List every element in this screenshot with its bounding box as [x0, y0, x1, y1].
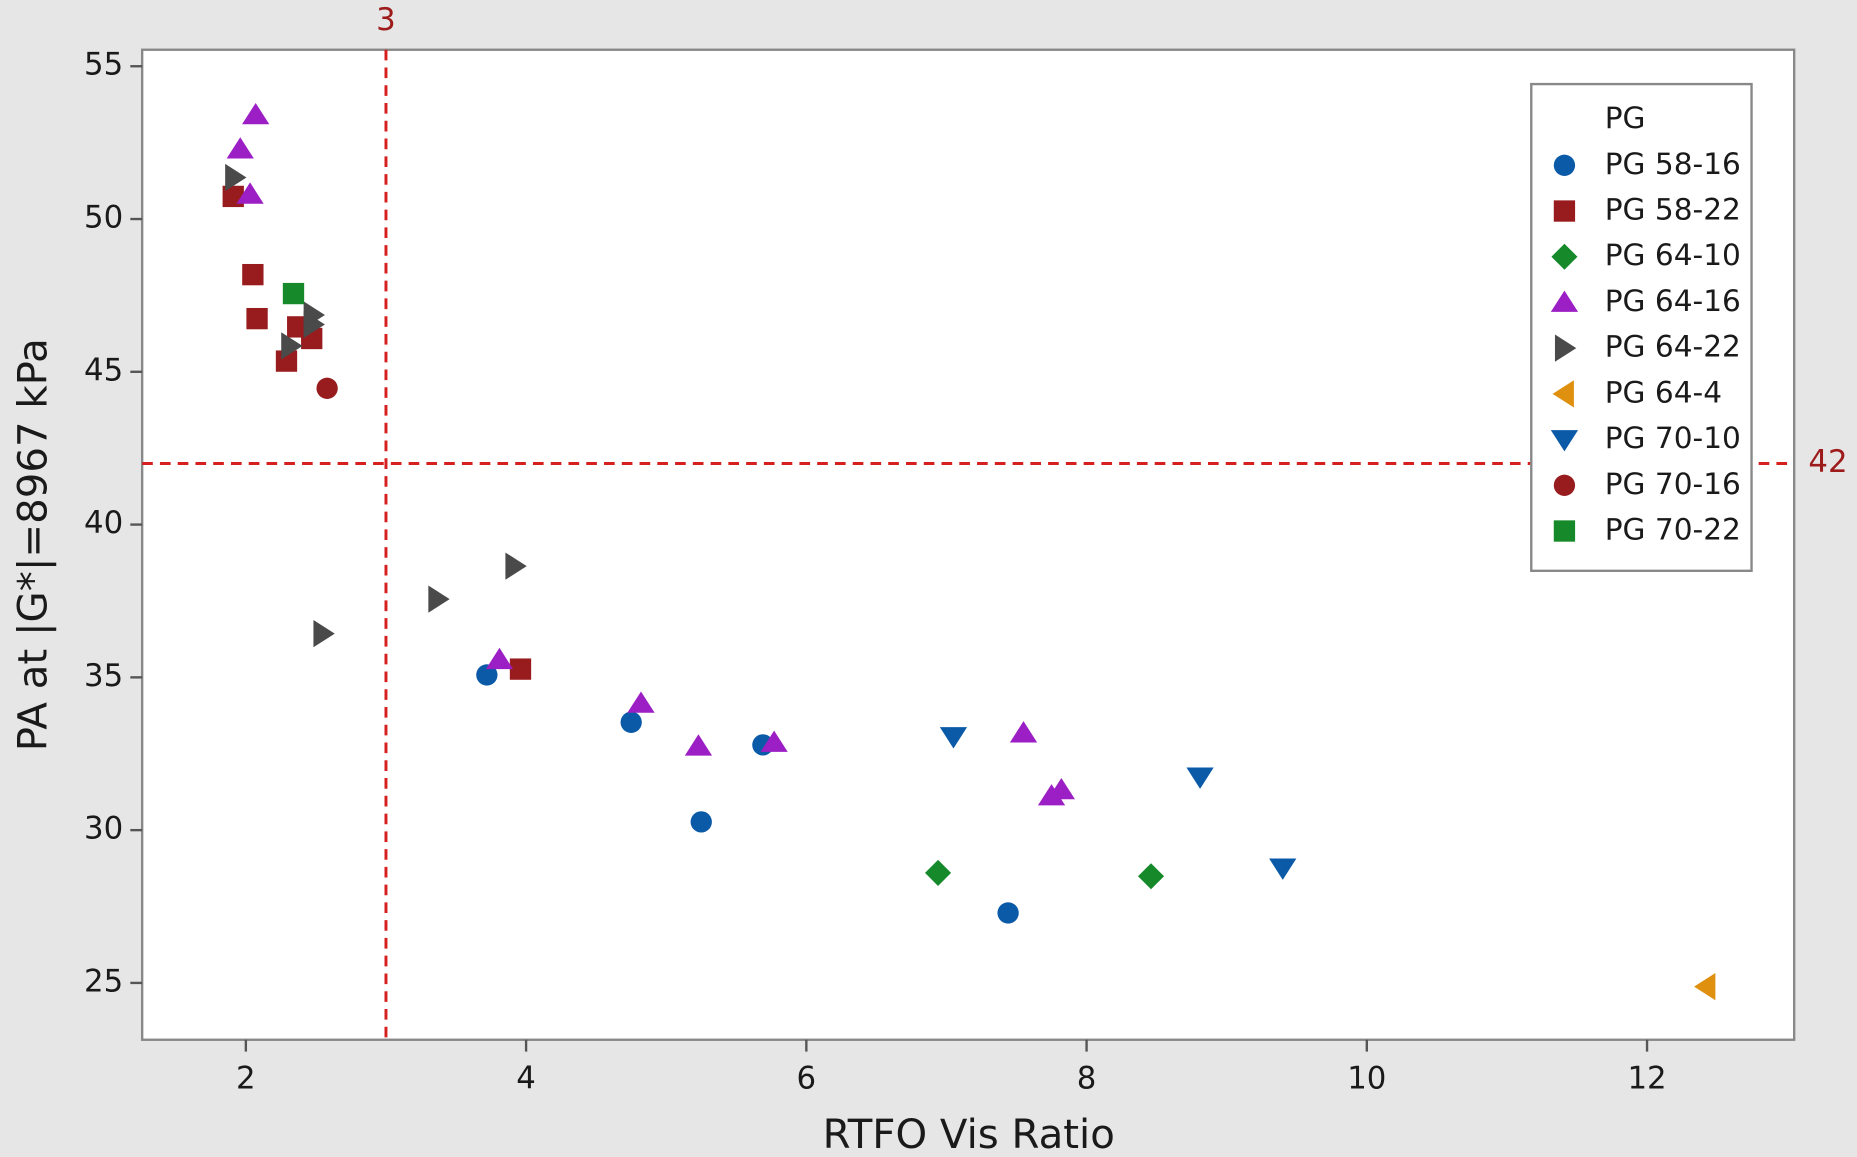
legend-marker	[1553, 154, 1576, 176]
marker	[1694, 972, 1716, 1001]
marker	[485, 647, 514, 670]
marker	[505, 552, 527, 580]
legend-marker	[1551, 243, 1578, 270]
marker	[1269, 858, 1297, 880]
marker	[275, 350, 298, 372]
legend-label: PG 70-10	[1605, 421, 1741, 455]
legend-label: PG 58-16	[1605, 147, 1741, 181]
x-tick-label: 2	[236, 1061, 256, 1097]
marker	[313, 620, 335, 648]
legend-marker	[1553, 200, 1576, 222]
legend-marker	[1553, 520, 1576, 542]
marker	[1186, 767, 1214, 789]
legend-marker	[1550, 430, 1579, 452]
x-tick-label: 6	[797, 1061, 817, 1097]
legend-label: PG 64-16	[1605, 284, 1741, 318]
x-tick-label: 4	[516, 1061, 536, 1097]
marker	[303, 310, 325, 339]
marker	[760, 730, 788, 752]
marker	[246, 307, 268, 330]
legend-title: PG	[1605, 101, 1646, 135]
marker	[684, 734, 713, 756]
reference-label-y: 42	[1808, 444, 1847, 480]
marker	[225, 163, 247, 192]
legend-label: PG 64-4	[1605, 375, 1722, 409]
legend-label: PG 64-10	[1605, 238, 1741, 272]
marker	[1138, 863, 1165, 890]
y-tick-label: 25	[84, 963, 123, 999]
marker	[428, 585, 450, 613]
x-tick-label: 10	[1347, 1061, 1386, 1097]
legend-label: PG 58-22	[1605, 193, 1741, 227]
marker	[281, 332, 303, 360]
y-tick-label: 40	[84, 505, 123, 541]
y-tick-label: 45	[84, 352, 123, 388]
y-tick-label: 35	[84, 658, 123, 694]
reference-label-x: 3	[376, 2, 396, 38]
legend-label: PG 64-22	[1605, 330, 1741, 364]
x-axis-label: RTFO Vis Ratio	[823, 1112, 1115, 1157]
marker	[925, 859, 952, 886]
marker	[939, 727, 968, 749]
marker	[476, 664, 498, 686]
marker	[236, 182, 264, 204]
y-tick-label: 50	[84, 200, 123, 236]
marker	[627, 691, 655, 713]
marker	[509, 658, 532, 680]
marker	[316, 377, 338, 399]
marker	[1009, 721, 1038, 743]
legend-marker	[1550, 290, 1579, 312]
x-tick-label: 8	[1077, 1061, 1097, 1097]
marker	[1047, 777, 1075, 800]
legend-marker	[1553, 474, 1576, 496]
y-axis-label: PA at |G*|=8967 kPa	[11, 338, 57, 751]
marker	[690, 811, 712, 833]
marker	[620, 711, 642, 733]
x-tick-label: 12	[1627, 1061, 1666, 1097]
legend-marker	[1552, 380, 1574, 408]
plot-area	[140, 48, 1796, 1041]
legend-label: PG 70-22	[1605, 513, 1741, 547]
legend-marker	[1554, 334, 1577, 362]
legend-label: PG 70-16	[1605, 467, 1741, 501]
marker	[242, 263, 264, 286]
marker	[242, 102, 270, 125]
marker	[997, 902, 1019, 924]
marker	[226, 137, 254, 159]
y-tick-label: 30	[84, 811, 123, 847]
marker	[282, 282, 305, 305]
y-tick-label: 55	[84, 47, 123, 83]
